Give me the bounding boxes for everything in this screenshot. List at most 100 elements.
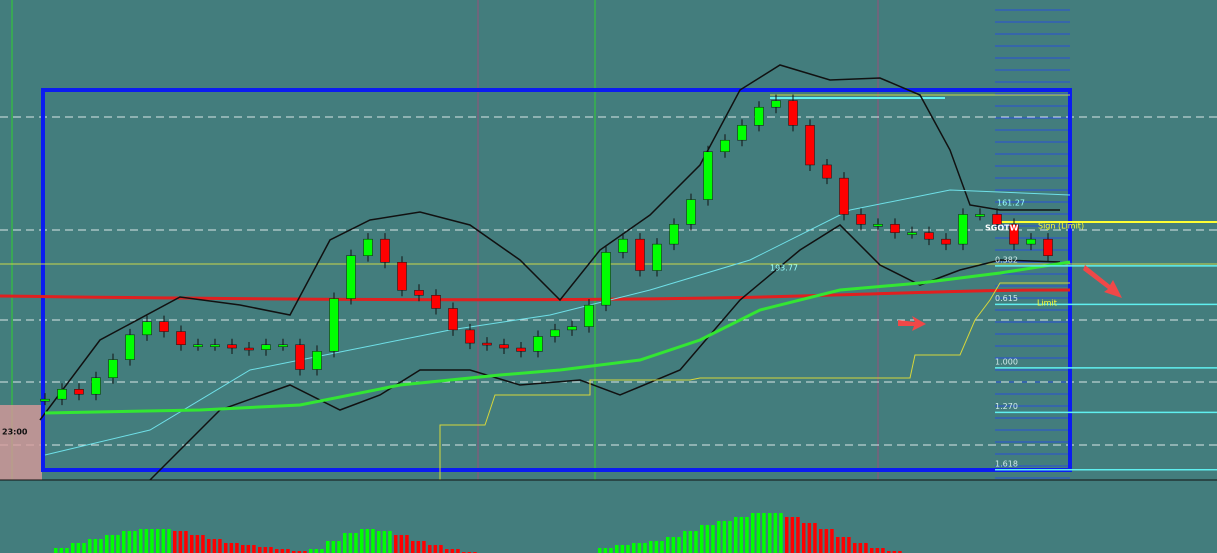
oscillator-bar [773, 513, 778, 553]
oscillator-bar [314, 549, 319, 553]
candle [91, 377, 101, 395]
oscillator-bar [110, 535, 115, 553]
oscillator-bar [331, 541, 336, 553]
oscillator-bar [252, 545, 256, 553]
candle [686, 199, 696, 225]
oscillator-bar [190, 535, 194, 553]
oscillator-bar [399, 535, 404, 553]
fib-label: 1.000 [995, 357, 1018, 366]
candle [992, 214, 1002, 225]
oscillator-bar [751, 513, 755, 553]
candle [635, 238, 645, 271]
oscillator-bar [875, 548, 880, 553]
oscillator-bar [127, 531, 132, 553]
candle [890, 224, 900, 233]
candle [278, 344, 288, 347]
oscillator-bar [830, 529, 834, 553]
oscillator-bar [184, 531, 188, 553]
oscillator-bar [813, 523, 817, 553]
oscillator-bar [144, 529, 149, 553]
oscillator-bar [388, 531, 392, 553]
oscillator-bar [411, 541, 415, 553]
oscillator-bar [286, 549, 290, 553]
symbol-label: SGOTW [985, 224, 1019, 233]
oscillator-bar [898, 551, 902, 553]
oscillator-bar [156, 529, 160, 553]
oscillator-bar [756, 513, 761, 553]
candle [669, 224, 679, 245]
oscillator-bar [802, 523, 806, 553]
oscillator-bar [671, 537, 676, 553]
candle [1043, 238, 1053, 256]
oscillator-bar [870, 548, 874, 553]
oscillator-bar [598, 548, 602, 553]
oscillator-bar [785, 517, 789, 553]
candle [465, 329, 475, 344]
oscillator-bar [229, 543, 234, 553]
moving-average-green [44, 260, 1071, 415]
oscillator-bar [280, 549, 285, 553]
candle [584, 304, 594, 327]
candle [176, 331, 186, 345]
oscillator-bar [309, 549, 313, 553]
candle [822, 164, 832, 179]
oscillator-bar [654, 541, 659, 553]
oscillator-bar [853, 543, 857, 553]
moving-average-cyan [44, 189, 1071, 456]
oscillator-bar [116, 535, 120, 553]
oscillator-bar [456, 549, 460, 553]
candle [431, 295, 441, 309]
oscillator-bar [88, 539, 92, 553]
oscillator-bar [739, 517, 744, 553]
candle [210, 344, 220, 347]
candle [57, 389, 67, 400]
oscillator-bar [105, 535, 109, 553]
oscillator-bar [637, 543, 642, 553]
oscillator-bar [54, 548, 58, 553]
oscillator-bar [711, 525, 715, 553]
oscillator-bar [320, 549, 324, 553]
oscillator-bar [394, 535, 398, 553]
oscillator-bar [824, 529, 829, 553]
oscillator-bar [615, 545, 619, 553]
candle [244, 347, 254, 351]
oscillator-bar [428, 545, 432, 553]
oscillator-bar [292, 551, 296, 553]
candle [550, 329, 560, 337]
oscillator-bar [59, 548, 64, 553]
oscillator-bar [82, 543, 86, 553]
oscillator-bar [258, 547, 262, 553]
arrow [1083, 265, 1122, 298]
candle [652, 243, 662, 271]
candle [1026, 238, 1036, 245]
oscillator-bar [745, 517, 749, 553]
range-box [41, 88, 1072, 472]
oscillator-bar [371, 529, 375, 553]
fib-label: 0.615 [995, 294, 1018, 303]
oscillator-bar [796, 517, 800, 553]
candle [329, 298, 339, 352]
candle [737, 125, 747, 141]
oscillator-bar [807, 523, 812, 553]
oscillator-bar [694, 531, 698, 553]
candle [907, 232, 917, 235]
candle [499, 344, 509, 349]
oscillator-bar [609, 548, 613, 553]
oscillator-bar [173, 531, 177, 553]
oscillator-bar [405, 535, 409, 553]
oscillator-bar [666, 537, 670, 553]
oscillator [54, 513, 902, 553]
candle [924, 232, 934, 240]
oscillator-bar [649, 541, 653, 553]
candle [788, 100, 798, 126]
arrow [898, 316, 926, 331]
oscillator-bar [892, 551, 897, 553]
level-label: 161.27 [997, 199, 1025, 208]
oscillator-bar [603, 548, 608, 553]
oscillator-bar [365, 529, 370, 553]
oscillator-bar [683, 531, 687, 553]
candle [312, 351, 322, 370]
candle [261, 344, 271, 350]
